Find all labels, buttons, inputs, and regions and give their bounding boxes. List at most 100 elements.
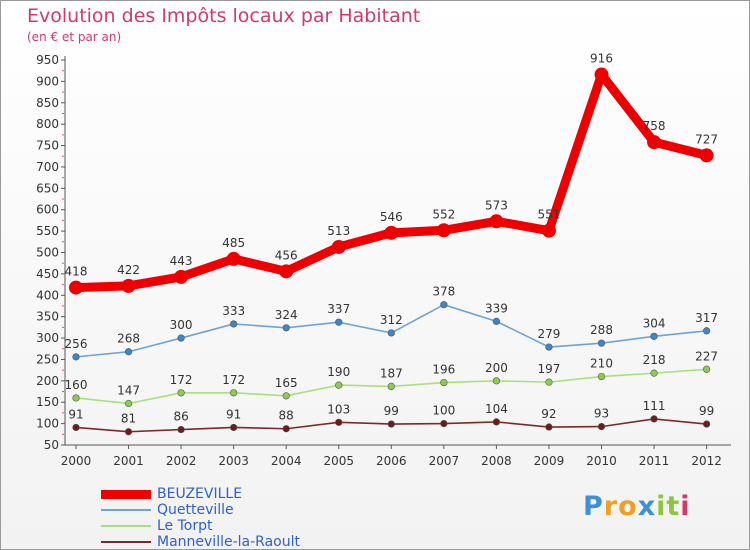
data-label: 88 [279,409,294,423]
data-label: 551 [537,208,560,222]
data-label: 312 [380,313,403,327]
y-tick-label: 50 [44,438,59,452]
data-point [492,317,501,325]
legend-label: BEUZEVILLE [157,486,243,502]
x-tick-label: 2001 [113,454,144,468]
y-tick-label: 250 [36,352,59,366]
data-point [279,264,294,279]
legend-swatch [101,489,151,499]
data-point [72,423,80,432]
data-point [387,329,395,337]
data-point [594,67,609,82]
data-label: 91 [68,407,83,421]
data-label: 337 [327,302,350,316]
chart-subtitle: (en € et par an) [27,30,122,44]
data-label: 324 [275,308,298,322]
data-label: 210 [590,357,613,371]
data-point [492,418,501,426]
legend-label: Quetteville [157,502,234,518]
data-point [440,420,448,428]
data-label: 91 [226,407,241,421]
data-point [282,324,290,332]
logo-letter: i [656,491,667,522]
data-label: 916 [590,52,613,66]
data-label: 93 [594,407,609,421]
data-label: 422 [117,263,140,277]
data-point [72,353,80,361]
data-point [124,348,133,356]
data-label: 172 [170,373,193,387]
x-tick-label: 2005 [323,454,354,468]
y-tick-label: 450 [36,267,59,281]
data-point [230,320,238,328]
data-point [335,381,343,389]
y-tick-label: 400 [36,288,59,302]
data-label: 256 [65,337,88,351]
data-point [699,148,714,163]
data-point [387,382,395,390]
data-label: 418 [65,265,88,279]
legend-swatch [101,509,151,511]
logo-letter: t [666,491,681,522]
data-point [177,334,185,342]
data-point [121,278,136,293]
data-label: 268 [117,332,140,346]
logo-letter: x [637,491,657,522]
x-tick-label: 2012 [691,454,722,468]
data-label: 288 [590,323,613,337]
data-label: 300 [170,318,193,332]
y-tick-label: 700 [36,160,59,174]
data-label: 187 [380,366,403,380]
data-label: 81 [121,412,136,426]
data-label: 317 [695,311,718,325]
x-tick-label: 2004 [271,454,302,468]
data-point [282,392,290,400]
data-point [331,239,346,254]
data-label: 218 [643,353,666,367]
data-label: 104 [485,402,508,416]
data-label: 200 [485,361,508,375]
legend-label: Le Torpt [157,518,213,534]
data-point [702,327,711,335]
data-point [545,343,553,351]
x-tick-label: 2000 [61,454,92,468]
data-label: 552 [432,207,455,221]
data-point [545,423,553,431]
data-point [597,423,606,431]
data-label: 279 [537,327,560,341]
data-label: 443 [170,254,193,268]
logo-letter: i [680,491,691,522]
data-point [647,135,662,150]
data-label: 147 [117,384,140,398]
data-label: 304 [643,316,666,330]
data-label: 573 [485,198,508,212]
data-label: 196 [432,363,455,377]
x-tick-label: 2003 [218,454,249,468]
data-point [226,251,241,266]
legend-label: Manneville-la-Raoult [157,534,300,550]
data-label: 758 [643,119,666,133]
legend-swatch [101,541,151,543]
data-point [335,418,343,426]
data-point [436,223,451,238]
y-tick-label: 600 [36,203,59,217]
data-point [597,372,606,381]
x-tick-label: 2009 [534,454,565,468]
data-point [702,365,711,373]
data-point [124,428,133,436]
data-label: 378 [432,285,455,299]
y-tick-label: 650 [36,181,59,195]
data-label: 485 [222,236,245,250]
y-tick-label: 750 [36,139,59,153]
data-point [69,280,83,295]
data-label: 546 [380,210,403,224]
data-label: 339 [485,301,508,315]
data-point [174,269,189,284]
data-label: 103 [327,402,350,416]
x-tick-label: 2010 [586,454,617,468]
data-label: 197 [537,362,560,376]
x-tick-label: 2002 [166,454,197,468]
x-tick-label: 2006 [376,454,407,468]
y-tick-label: 350 [36,310,59,324]
y-tick-label: 950 [36,53,59,67]
